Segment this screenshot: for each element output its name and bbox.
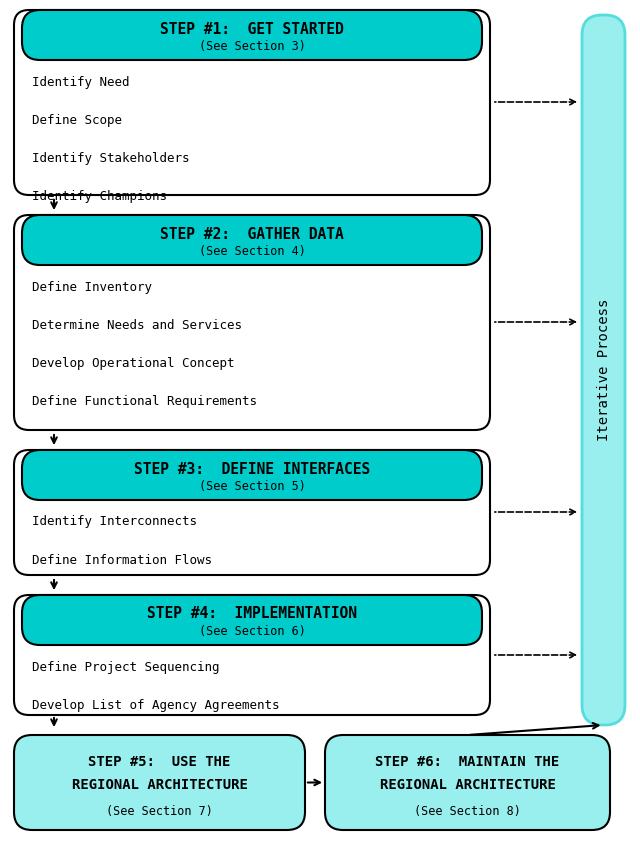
FancyBboxPatch shape — [14, 215, 490, 430]
Text: (See Section 5): (See Section 5) — [198, 479, 305, 493]
Text: Develop Operational Concept: Develop Operational Concept — [32, 357, 234, 369]
Text: STEP #6:  MAINTAIN THE: STEP #6: MAINTAIN THE — [376, 754, 559, 769]
Text: REGIONAL ARCHITECTURE: REGIONAL ARCHITECTURE — [380, 779, 556, 792]
Text: (See Section 3): (See Section 3) — [198, 40, 305, 52]
FancyBboxPatch shape — [14, 10, 490, 195]
FancyBboxPatch shape — [22, 10, 482, 60]
Text: STEP #4:  IMPLEMENTATION: STEP #4: IMPLEMENTATION — [147, 606, 357, 621]
FancyBboxPatch shape — [22, 595, 482, 645]
FancyBboxPatch shape — [325, 735, 610, 830]
FancyBboxPatch shape — [22, 450, 482, 500]
Text: (See Section 4): (See Section 4) — [198, 245, 305, 257]
Text: Define Scope: Define Scope — [32, 114, 122, 126]
FancyBboxPatch shape — [22, 215, 482, 265]
Text: Define Functional Requirements: Define Functional Requirements — [32, 394, 257, 408]
FancyBboxPatch shape — [14, 595, 490, 715]
FancyBboxPatch shape — [14, 735, 305, 830]
FancyBboxPatch shape — [582, 15, 625, 725]
Text: Identify Stakeholders: Identify Stakeholders — [32, 151, 189, 165]
Text: STEP #1:  GET STARTED: STEP #1: GET STARTED — [160, 22, 344, 36]
Text: Define Inventory: Define Inventory — [32, 281, 152, 294]
FancyBboxPatch shape — [14, 450, 490, 575]
Text: Define Information Flows: Define Information Flows — [32, 553, 212, 567]
Text: STEP #5:  USE THE: STEP #5: USE THE — [88, 754, 230, 769]
Text: Define Project Sequencing: Define Project Sequencing — [32, 660, 220, 674]
Text: Identify Interconnects: Identify Interconnects — [32, 516, 197, 528]
Text: Iterative Process: Iterative Process — [596, 299, 611, 442]
Text: Identify ITS Standards: Identify ITS Standards — [32, 737, 197, 749]
Text: Develop List of Agency Agreements: Develop List of Agency Agreements — [32, 699, 280, 711]
Text: STEP #2:  GATHER DATA: STEP #2: GATHER DATA — [160, 226, 344, 241]
Text: (See Section 7): (See Section 7) — [106, 805, 213, 817]
Text: Identify Champions: Identify Champions — [32, 189, 167, 203]
Text: REGIONAL ARCHITECTURE: REGIONAL ARCHITECTURE — [72, 779, 248, 792]
Text: (See Section 6): (See Section 6) — [198, 625, 305, 637]
Text: Identify Need: Identify Need — [32, 76, 129, 88]
Text: (See Section 8): (See Section 8) — [414, 805, 521, 817]
Text: STEP #3:  DEFINE INTERFACES: STEP #3: DEFINE INTERFACES — [134, 462, 370, 477]
Text: Determine Needs and Services: Determine Needs and Services — [32, 319, 242, 331]
